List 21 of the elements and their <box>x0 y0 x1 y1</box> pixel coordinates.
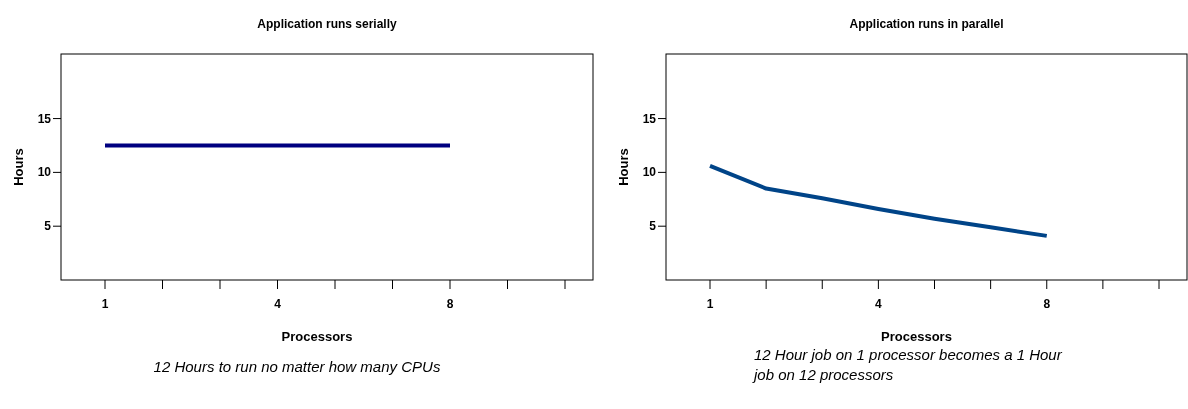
y-tick-label: 5 <box>649 219 657 234</box>
y-tick-label: 15 <box>642 111 657 126</box>
x-axis-title: Processors <box>281 329 353 344</box>
x-tick-label: 8 <box>1043 297 1051 311</box>
x-axis-title: Processors <box>881 329 952 344</box>
y-tick-label: 5 <box>44 219 52 234</box>
y-tick-label: 10 <box>642 165 657 180</box>
y-axis-title: Hours <box>11 148 26 186</box>
x-tick-label: 4 <box>875 297 883 311</box>
chart-title: Application runs serially <box>257 17 398 31</box>
x-tick-label: 1 <box>706 297 714 311</box>
y-tick-label: 10 <box>37 165 52 180</box>
x-tick-label: 4 <box>274 297 282 311</box>
text: 12 Hours to run no matter how many CPUs <box>153 358 441 375</box>
x-tick-label: 1 <box>101 297 109 311</box>
y-tick-label: 15 <box>37 111 52 126</box>
line-series <box>708 163 1049 238</box>
x-tick-label: 8 <box>446 297 454 311</box>
text: 12 Hour job on 1 processor becomes a 1 Hour job on 12 processors <box>752 346 1063 383</box>
chart-title: Application runs in parallel <box>849 17 1004 31</box>
y-axis-title: Hours <box>616 148 631 186</box>
